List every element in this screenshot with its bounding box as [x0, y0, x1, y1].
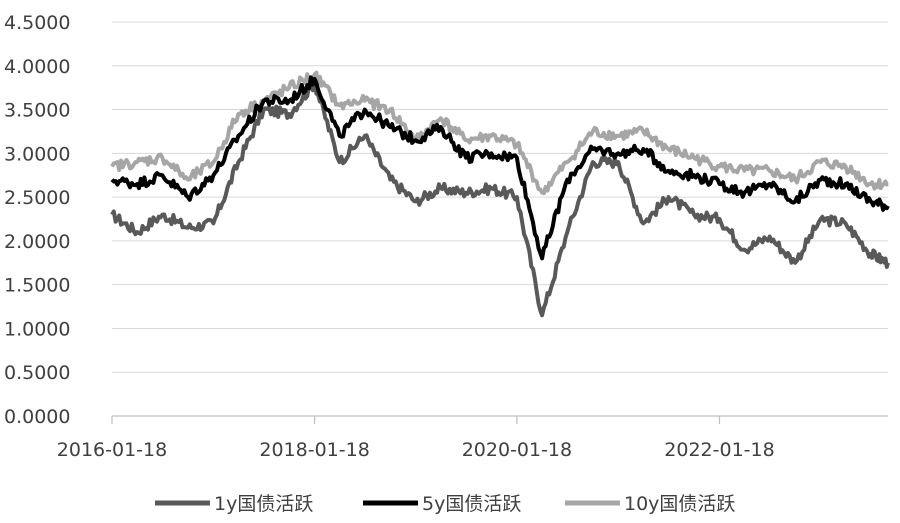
x-tick-label: 2018-01-18: [259, 439, 369, 461]
y-tick-label: 3.5000: [4, 100, 70, 122]
series-lines: [110, 70, 890, 318]
series-line-1: [110, 75, 890, 261]
y-tick-label: 3.0000: [4, 143, 70, 165]
x-tick-label: 2016-01-18: [57, 439, 167, 461]
x-axis: 2016-01-18 2018-01-18 2020-01-18 2022-01-18: [57, 415, 888, 461]
series-line-2: [110, 70, 889, 196]
y-tick-label: 0.5000: [4, 362, 70, 384]
legend-label-0: 1y国债活跃: [214, 493, 313, 515]
y-tick-label: 0.0000: [4, 406, 70, 428]
y-tick-label: 1.0000: [4, 318, 70, 340]
y-tick-label: 4.5000: [4, 12, 70, 34]
legend-label-1: 5y国债活跃: [422, 493, 521, 515]
series-line-0: [110, 81, 890, 318]
y-tick-label: 2.5000: [4, 187, 70, 209]
gridlines: [112, 21, 888, 373]
y-tick-label: 2.0000: [4, 231, 70, 253]
legend: 1y国债活跃 5y国债活跃 10y国债活跃: [155, 493, 735, 515]
y-tick-label: 1.5000: [4, 275, 70, 297]
y-axis-ticks: 0.0000 0.5000 1.0000 1.5000 2.0000 2.5000 3.00…: [4, 12, 70, 428]
legend-label-2: 10y国债活跃: [624, 493, 735, 515]
x-tick-label: 2020-01-18: [462, 439, 572, 461]
x-tick-label: 2022-01-18: [664, 439, 774, 461]
y-tick-label: 4.0000: [4, 56, 70, 78]
